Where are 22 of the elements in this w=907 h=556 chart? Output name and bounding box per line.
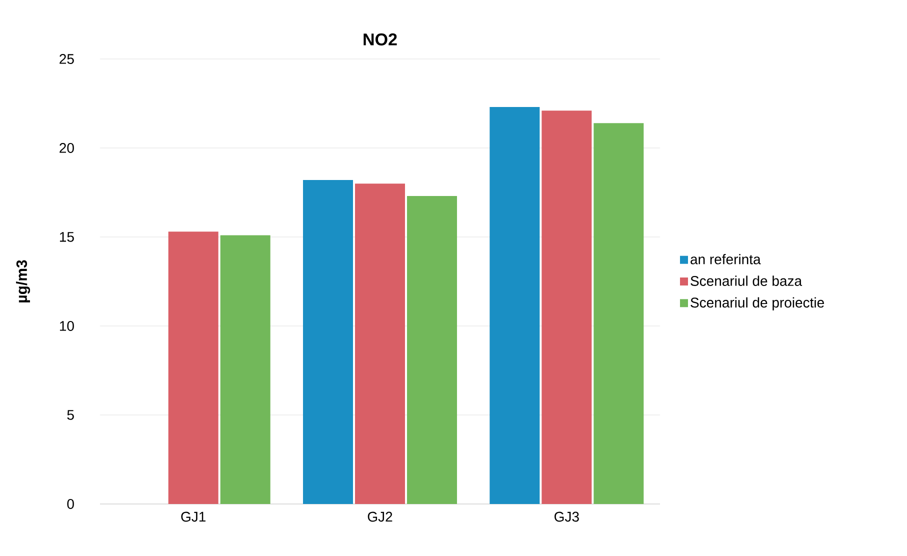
y-tick-label: 20 xyxy=(60,143,74,153)
bar xyxy=(303,180,354,504)
legend-label: an referinta xyxy=(690,254,761,264)
legend-label: Scenariul de baza xyxy=(690,276,802,286)
chart-title: NO2 xyxy=(364,33,397,46)
x-tick-label: GJ2 xyxy=(368,512,392,522)
bar xyxy=(490,107,540,504)
x-tick-label: GJ1 xyxy=(181,512,206,522)
y-tick-label: 15 xyxy=(60,232,74,242)
bar xyxy=(168,232,218,504)
y-tick-label: 0 xyxy=(67,499,74,509)
y-tick-label: 5 xyxy=(67,410,74,420)
bar xyxy=(542,110,592,504)
bar xyxy=(407,196,458,504)
x-tick-label: GJ3 xyxy=(554,512,579,522)
bar xyxy=(594,123,644,504)
bar xyxy=(220,235,270,504)
y-tick-label: 10 xyxy=(60,321,74,331)
y-tick-label: 25 xyxy=(60,54,74,64)
bar xyxy=(355,184,406,504)
legend-label: Scenariul de proiectie xyxy=(690,297,824,310)
y-axis-title: µg/m3 xyxy=(16,260,30,302)
